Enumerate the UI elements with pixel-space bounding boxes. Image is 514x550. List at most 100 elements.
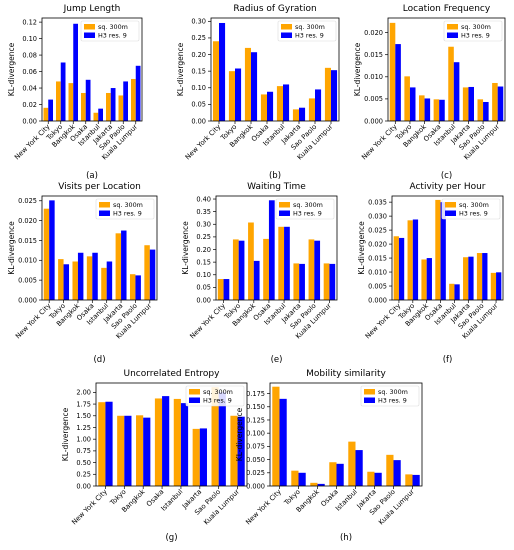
legend-swatch [447, 24, 458, 30]
bar-h3-res-9 [424, 98, 431, 121]
bar-sq-300m [367, 471, 375, 486]
legend-label: H3 res. 9 [461, 32, 490, 40]
bar-h3-res-9 [315, 89, 322, 121]
legend-swatch [99, 202, 110, 208]
y-tick-label: 0.00 [196, 296, 211, 304]
y-tick-label: 0.00 [76, 482, 91, 490]
chart-title: Visits per Location [58, 182, 141, 192]
y-tick-label: 0.05 [191, 101, 206, 109]
legend-swatch [84, 32, 95, 38]
y-tick-label: 0.30 [196, 221, 211, 229]
panel-caption: (b) [269, 171, 281, 181]
y-tick-label: 0.015 [368, 254, 387, 262]
legend-label: sq. 300m [293, 201, 323, 209]
bar-h3-res-9 [149, 249, 156, 300]
bar-sq-300m [407, 220, 413, 300]
plot-frame [95, 382, 248, 487]
bar-h3-res-9 [92, 252, 98, 300]
x-tick-label: New York City [360, 123, 399, 162]
y-tick-label: 0.015 [364, 51, 383, 59]
y-tick-label: 0.000 [368, 296, 387, 304]
bar-sq-300m [106, 92, 111, 121]
y-tick-label: 0.05 [196, 284, 211, 292]
bar-h3-res-9 [124, 415, 132, 486]
y-tick-label: 0.025 [246, 469, 265, 477]
bar-h3-res-9 [317, 483, 325, 486]
legend-swatch [279, 202, 290, 208]
panel-caption: (h) [340, 533, 352, 543]
bar-h3-res-9 [49, 200, 55, 300]
bar-h3-res-9 [162, 396, 170, 486]
bar-sq-300m [81, 92, 86, 121]
x-tick-label: New York City [14, 302, 53, 341]
y-tick-label: 0.00 [191, 117, 206, 125]
plot-frame [269, 382, 423, 487]
y-tick-label: 0.00 [22, 117, 37, 125]
bar-sq-300m [449, 283, 455, 300]
y-tick-label: 0.30 [191, 18, 206, 26]
y-tick-label: 0.25 [196, 233, 211, 241]
y-tick-label: 0.010 [18, 257, 37, 265]
y-tick-label: 0.15 [196, 258, 211, 266]
bar-h3-res-9 [283, 84, 290, 121]
y-tick-label: 0.025 [368, 226, 387, 234]
legend-swatch [445, 202, 456, 208]
y-tick-label: 1.50 [76, 412, 91, 420]
legend-swatch [281, 24, 292, 30]
y-tick-label: 0.15 [191, 67, 206, 75]
y-tick-label: 0.75 [76, 447, 91, 455]
chart-title: Uncorrelated Entropy [124, 369, 221, 379]
bar-h3-res-9 [121, 230, 127, 300]
bar-h3-res-9 [329, 263, 336, 300]
bar-h3-res-9 [106, 261, 113, 300]
bar-h3-res-9 [268, 200, 275, 300]
y-tick-label: 0.035 [368, 198, 387, 206]
chart-panel-3: Location Frequency 0.000 0.005 0.010 0.015 0.… [353, 4, 506, 181]
bar-h3-res-9 [374, 472, 382, 486]
y-tick-label: 0.005 [368, 282, 387, 290]
bar-h3-res-9 [453, 62, 460, 121]
bar-h3-res-9 [135, 65, 141, 121]
y-tick-label: 0.25 [191, 34, 206, 42]
bar-sq-300m [292, 109, 299, 121]
plot-frame [215, 195, 338, 301]
y-tick-label: 0.015 [18, 237, 37, 245]
bar-sq-300m [404, 76, 410, 121]
y-tick-label: 0.100 [246, 429, 265, 437]
bar-h3-res-9 [426, 258, 432, 300]
bar-sq-300m [278, 226, 285, 300]
y-tick-label: 0.10 [196, 271, 211, 279]
legend-swatch [84, 24, 95, 30]
bar-h3-res-9 [409, 87, 416, 121]
y-axis-label: KL-divergence [176, 42, 185, 96]
y-axis-label: KL-divergence [181, 221, 190, 275]
y-tick-label: 0.005 [18, 276, 37, 284]
y-tick-label: 0.40 [196, 195, 211, 203]
panel-caption: (g) [165, 533, 177, 543]
bar-h3-res-9 [199, 428, 207, 486]
y-tick-label: 1.75 [76, 400, 91, 408]
bar-h3-res-9 [299, 107, 306, 121]
bar-sq-300m [329, 462, 337, 486]
y-tick-label: 0.010 [368, 268, 387, 276]
bar-h3-res-9 [219, 22, 226, 121]
bar-sq-300m [324, 67, 331, 121]
legend-label: sq. 300m [113, 201, 143, 209]
bar-h3-res-9 [251, 52, 258, 121]
bar-h3-res-9 [482, 253, 488, 300]
bar-h3-res-9 [331, 70, 338, 121]
bar-h3-res-9 [48, 99, 53, 121]
chart-panel-2: Radius of Gyration 0.00 0.05 0.10 0.15 0.20 0.… [176, 4, 340, 181]
bar-h3-res-9 [235, 68, 242, 121]
legend-label: H3 res. 9 [98, 32, 127, 40]
bar-sq-300m [211, 387, 219, 486]
bar-h3-res-9 [218, 392, 226, 486]
y-tick-label: 0.025 [18, 197, 37, 205]
x-tick-label: New York City [70, 488, 109, 527]
legend-label: H3 res. 9 [293, 210, 322, 218]
bar-sq-300m [448, 46, 454, 122]
bar-h3-res-9 [77, 252, 84, 300]
bar-h3-res-9 [98, 108, 103, 121]
bar-sq-300m [386, 454, 394, 486]
